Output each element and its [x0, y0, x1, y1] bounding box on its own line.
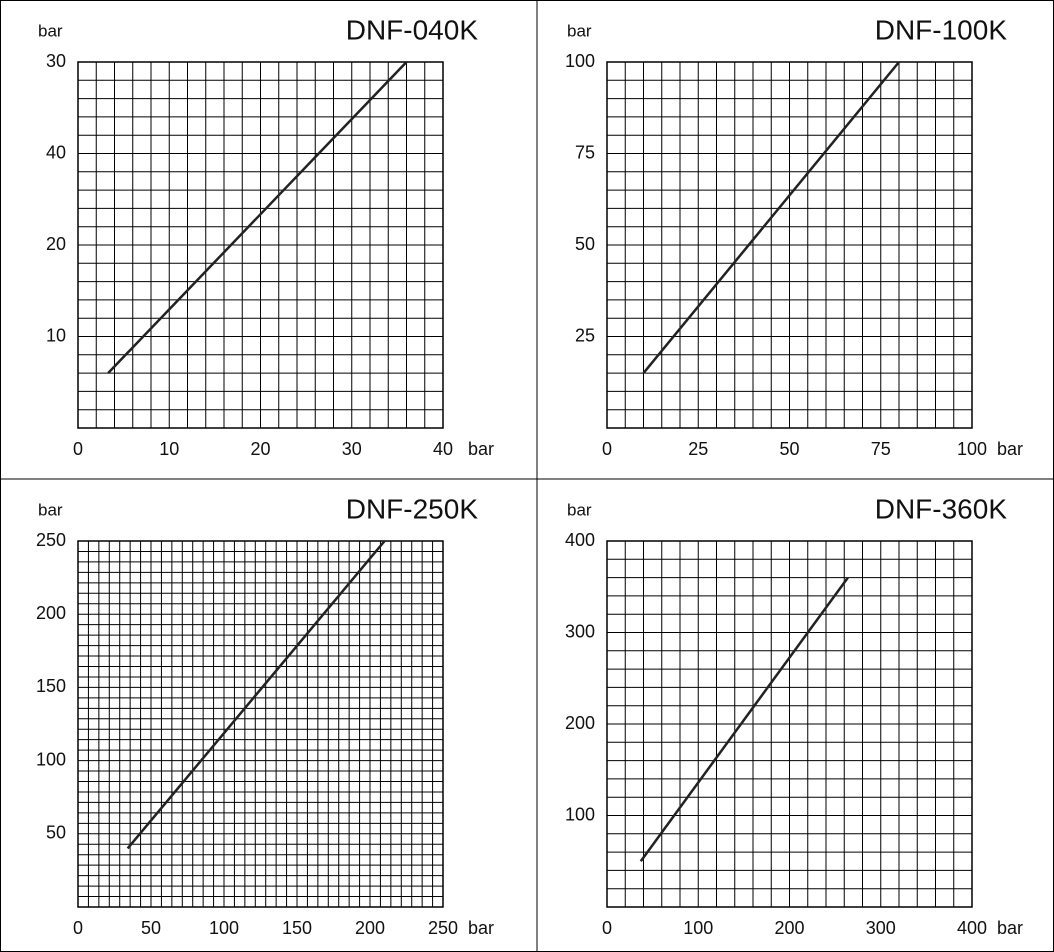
y-tick-label: 150	[36, 676, 66, 696]
chart-title: DNF-250K	[346, 493, 479, 524]
x-tick-label: 400	[957, 918, 987, 938]
y-tick-label: 10	[46, 325, 66, 345]
y-axis-label: bar	[567, 500, 592, 519]
y-tick-label: 40	[46, 142, 66, 162]
data-line	[107, 61, 408, 374]
data-line	[126, 540, 386, 850]
x-tick-label: 0	[73, 439, 83, 459]
y-tick-label: 100	[565, 51, 595, 71]
plot-frame	[606, 540, 973, 908]
x-tick-label: 50	[141, 918, 161, 938]
chart-title: DNF-040K	[346, 14, 479, 45]
x-tick-label: 100	[683, 918, 713, 938]
x-tick-label: 0	[73, 918, 83, 938]
y-tick-label: 250	[36, 530, 66, 550]
plot-frame	[77, 540, 444, 908]
x-tick-label: 200	[774, 918, 804, 938]
y-tick-label: 20	[46, 234, 66, 254]
y-axis-label: bar	[38, 500, 63, 519]
x-tick-label: 100	[209, 918, 239, 938]
plot-frame	[77, 61, 444, 429]
x-tick-label: 40	[433, 439, 453, 459]
y-axis-label: bar	[38, 21, 63, 40]
y-axis-label: bar	[567, 21, 592, 40]
x-tick-label: 50	[779, 439, 799, 459]
x-tick-label: 0	[602, 918, 612, 938]
y-tick-label: 50	[46, 823, 66, 843]
y-tick-label: 50	[575, 234, 595, 254]
y-tick-label: 400	[565, 530, 595, 550]
x-tick-label: 150	[282, 918, 312, 938]
y-tick-label: 100	[565, 804, 595, 824]
x-tick-label: 200	[355, 918, 385, 938]
x-tick-label: 30	[342, 439, 362, 459]
x-axis-label: bar	[997, 918, 1023, 938]
data-line	[639, 576, 849, 862]
y-tick-label: 200	[36, 603, 66, 623]
x-tick-label: 300	[866, 918, 896, 938]
data-line	[642, 61, 900, 374]
x-axis-label: bar	[468, 439, 494, 459]
x-tick-label: 100	[957, 439, 987, 459]
x-tick-label: 25	[688, 439, 708, 459]
y-tick-label: 100	[36, 749, 66, 769]
y-tick-label: 30	[46, 51, 66, 71]
y-tick-label: 25	[575, 325, 595, 345]
x-axis-label: bar	[997, 439, 1023, 459]
y-tick-label: 200	[565, 713, 595, 733]
x-tick-label: 0	[602, 439, 612, 459]
x-tick-label: 20	[250, 439, 270, 459]
y-tick-label: 300	[565, 621, 595, 641]
x-tick-label: 10	[159, 439, 179, 459]
x-tick-label: 250	[428, 918, 458, 938]
x-tick-label: 75	[871, 439, 891, 459]
chart-title: DNF-360K	[875, 493, 1008, 524]
y-tick-label: 75	[575, 142, 595, 162]
plot-frame	[606, 61, 973, 429]
x-axis-label: bar	[468, 918, 494, 938]
chart-title: DNF-100K	[875, 14, 1008, 45]
